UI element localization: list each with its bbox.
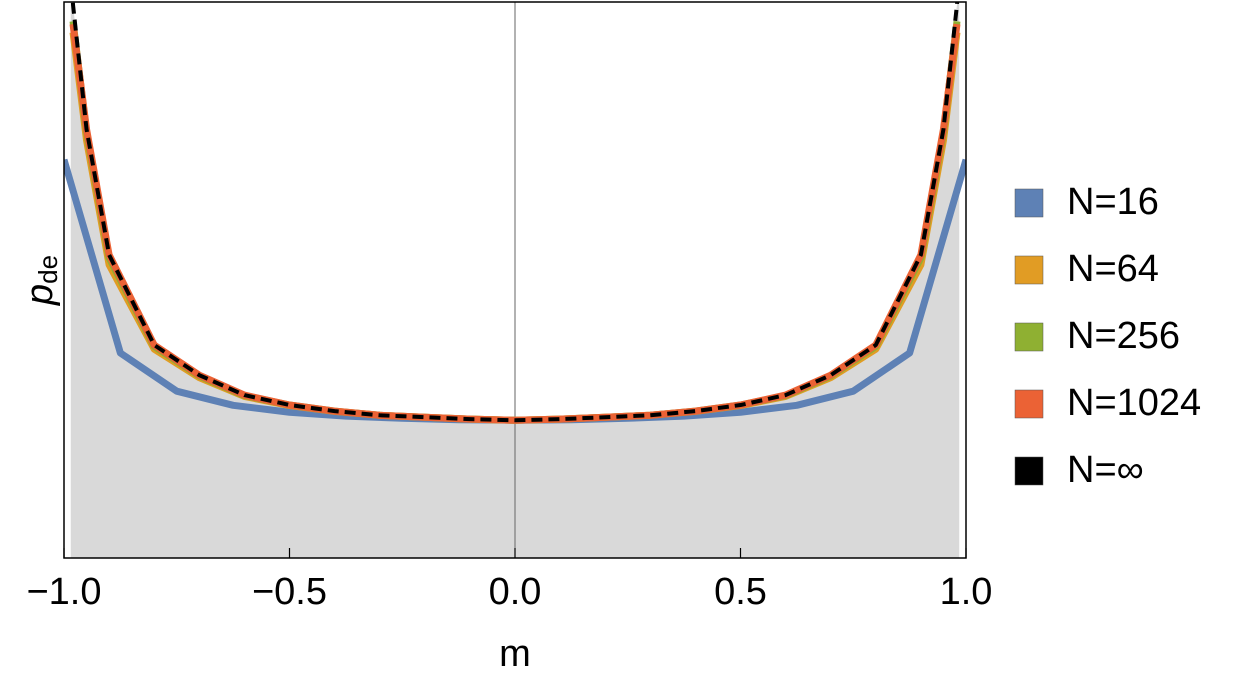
legend-swatch: [1014, 456, 1044, 486]
legend-swatch: [1014, 322, 1044, 352]
x-tick-label: −0.5: [252, 571, 327, 613]
x-tick-label: 0.0: [489, 571, 542, 613]
legend-label: N=256: [1067, 315, 1180, 357]
legend-label: N=16: [1067, 181, 1159, 223]
area-fill: [70, 2, 960, 558]
x-tick-label: 1.0: [940, 571, 993, 613]
y-axis-label-sub: de: [33, 255, 63, 284]
y-axis-label: pde: [19, 255, 63, 306]
legend-swatch: [1014, 188, 1044, 218]
legend-swatch: [1014, 389, 1044, 419]
series-line: [70, 2, 960, 423]
x-axis-label: m: [499, 633, 531, 675]
x-tick-label: −1.0: [26, 571, 101, 613]
legend-label: N=1024: [1067, 382, 1201, 424]
legend-swatch: [1014, 255, 1044, 285]
x-tick-label: 0.5: [714, 571, 767, 613]
legend-label: N=64: [1067, 248, 1159, 290]
y-axis-label-main: p: [19, 284, 61, 306]
plot-area: [64, 2, 966, 558]
legend-label: N=∞: [1067, 449, 1144, 491]
